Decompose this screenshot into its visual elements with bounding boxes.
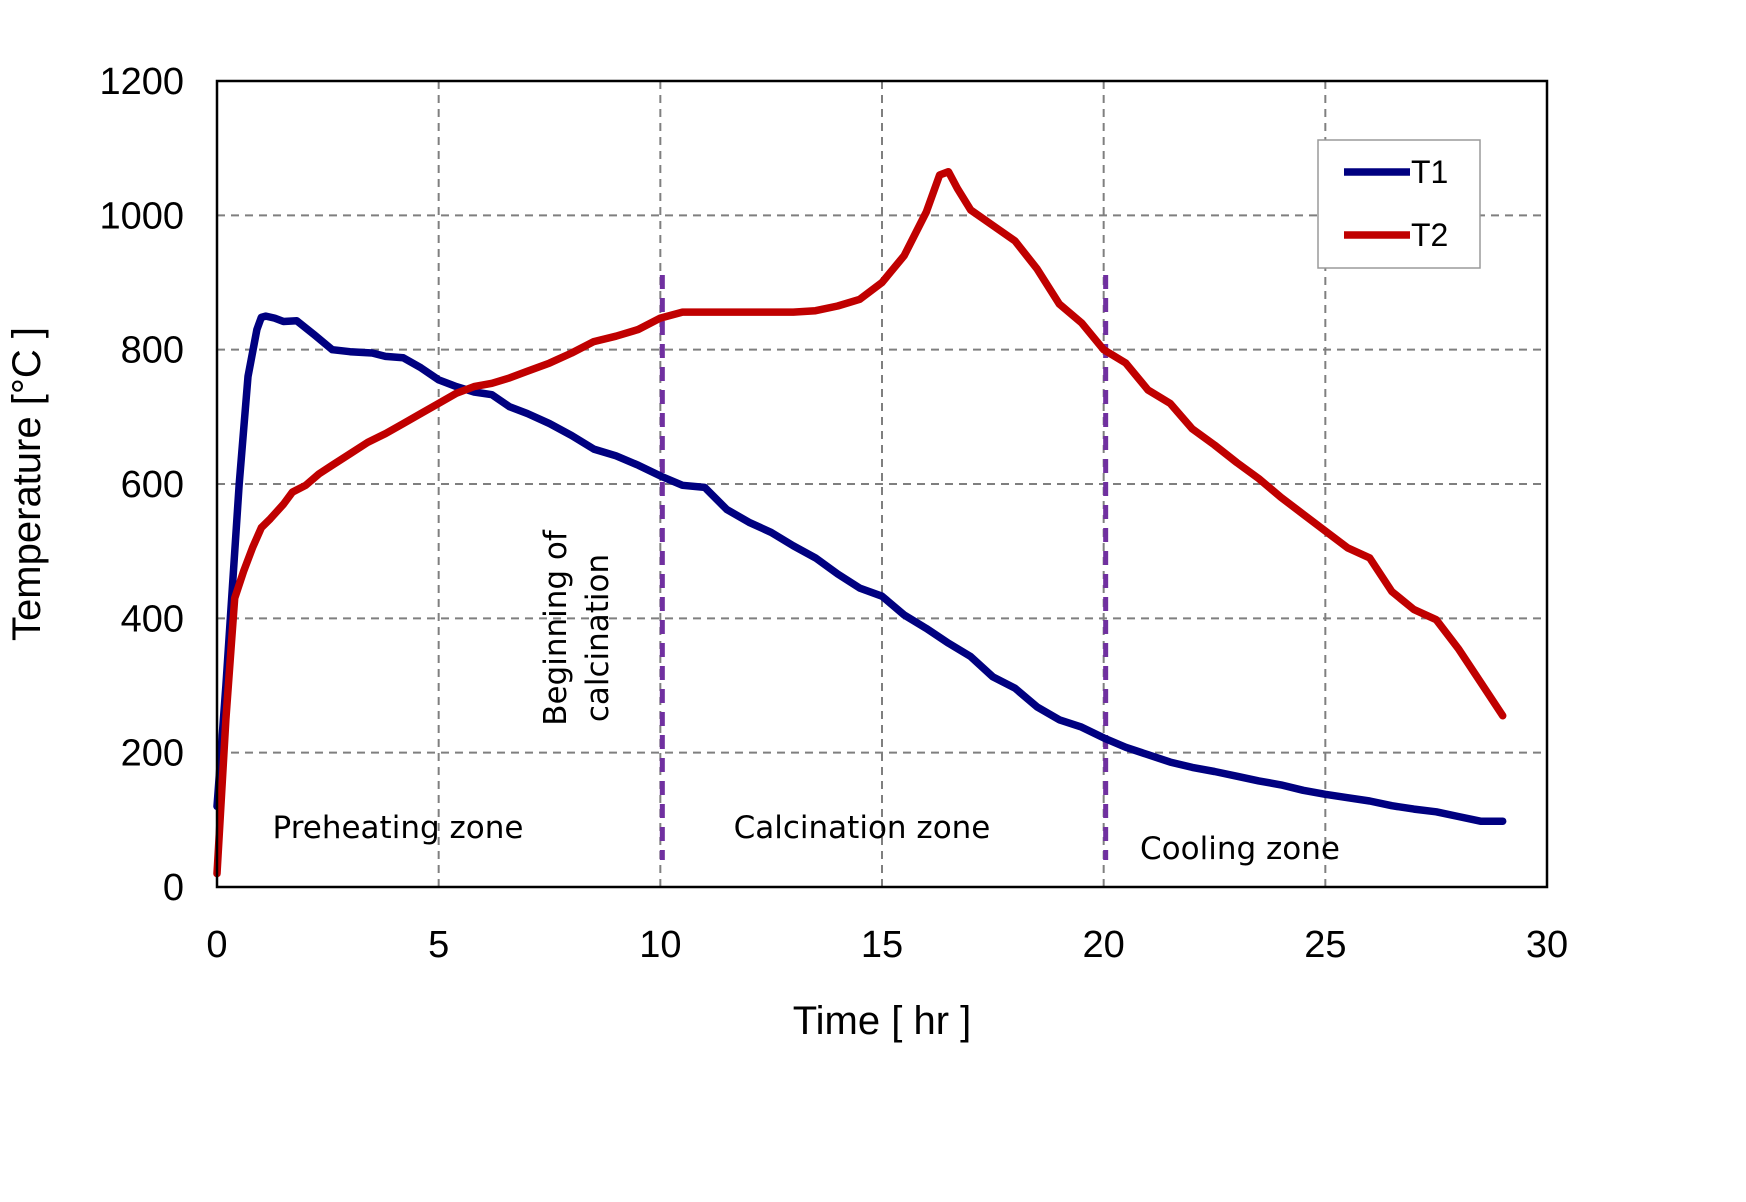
- x-axis-title: Time [ hr ]: [793, 999, 972, 1043]
- y-axis-ticks: 0 200 400 600 800 1000 1200: [99, 61, 184, 909]
- annotation-preheating-zone: Preheating zone: [273, 810, 524, 846]
- x-tick-label-20: 20: [1083, 924, 1125, 966]
- annotation-beginning-line2: calcination: [580, 554, 616, 722]
- x-tick-label-0: 0: [206, 924, 227, 966]
- x-tick-label-25: 25: [1304, 924, 1346, 966]
- x-tick-label-10: 10: [639, 924, 681, 966]
- series-line-t2: [213, 167, 1507, 878]
- y-tick-label-400: 400: [121, 598, 184, 640]
- y-axis-title: Temperature [°C ]: [5, 327, 49, 641]
- y-tick-label-1000: 1000: [99, 195, 184, 237]
- series-line-t1: [213, 312, 1507, 825]
- series-layer: [213, 167, 1507, 878]
- y-tick-label-0: 0: [163, 867, 184, 909]
- legend-label-t1: T1: [1411, 154, 1448, 190]
- legend-box: [1317, 139, 1481, 269]
- legend-label-t2: T2: [1411, 217, 1448, 253]
- y-tick-label-800: 800: [121, 330, 184, 372]
- x-tick-label-30: 30: [1526, 924, 1568, 966]
- legend: T1 T2: [1317, 139, 1481, 269]
- plot-frame: [215, 79, 1549, 889]
- annotation-beginning-line1: Beginning of: [538, 529, 574, 726]
- x-tick-label-5: 5: [428, 924, 449, 966]
- annotation-cooling-zone: Cooling zone: [1140, 831, 1340, 867]
- zone-boundary-lines: [659, 275, 1109, 860]
- y-tick-label-200: 200: [121, 733, 184, 775]
- x-axis-ticks: 0 5 10 15 20 25 30: [206, 924, 1568, 966]
- y-tick-label-1200: 1200: [99, 61, 184, 103]
- x-tick-label-15: 15: [861, 924, 903, 966]
- annotation-beginning-of-calcination: Beginning of calcination: [538, 529, 616, 726]
- annotation-calcination-zone: Calcination zone: [734, 810, 991, 846]
- y-tick-label-600: 600: [121, 464, 184, 506]
